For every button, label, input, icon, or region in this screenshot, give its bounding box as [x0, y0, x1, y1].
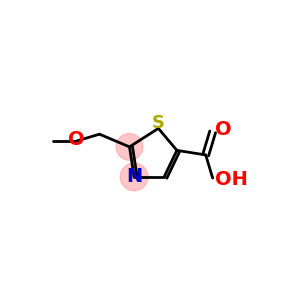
Text: S: S: [152, 114, 165, 132]
Text: O: O: [215, 120, 232, 139]
Text: O: O: [68, 130, 85, 149]
Circle shape: [120, 163, 148, 191]
Text: OH: OH: [215, 170, 248, 189]
Text: N: N: [126, 167, 142, 186]
Circle shape: [116, 134, 143, 160]
